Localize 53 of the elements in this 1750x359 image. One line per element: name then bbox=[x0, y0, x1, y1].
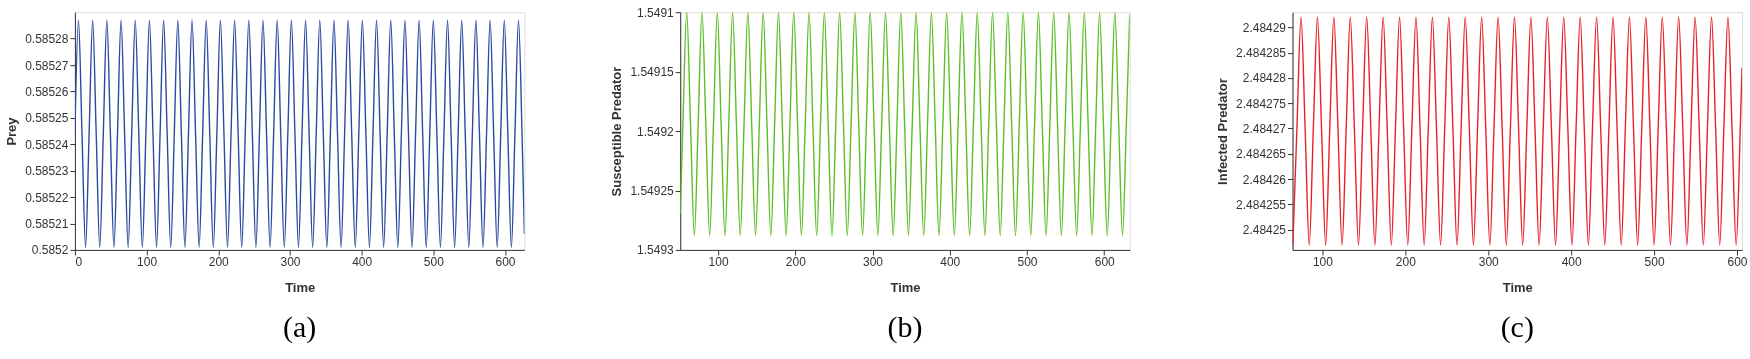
x-tick-label: 500 bbox=[1644, 255, 1665, 270]
y-tick-label: 0.58521 bbox=[25, 216, 69, 231]
y-axis-title: Infected Predator bbox=[1215, 78, 1231, 185]
x-tick-label: 200 bbox=[785, 255, 807, 270]
x-tick-label: 200 bbox=[208, 255, 230, 270]
x-tick-label: 100 bbox=[137, 255, 158, 270]
y-tick-label: 1.5492 bbox=[637, 124, 675, 139]
x-axis-title: Time bbox=[1502, 280, 1533, 296]
y-axis-title: Prey bbox=[4, 116, 20, 146]
x-tick-label: 600 bbox=[1727, 255, 1748, 270]
y-tick-label: 0.58525 bbox=[25, 111, 69, 126]
x-tick-label: 100 bbox=[708, 255, 729, 270]
text: (b) bbox=[887, 309, 923, 344]
y-tick-label: 1.54915 bbox=[630, 65, 675, 80]
x-tick-label: 200 bbox=[1395, 255, 1417, 270]
x-tick-label: 400 bbox=[1561, 255, 1582, 270]
x-tick-label: 600 bbox=[495, 255, 516, 270]
y-tick-label: 0.5852 bbox=[31, 243, 69, 258]
y-tick-label: 2.48426 bbox=[1242, 172, 1287, 187]
y-tick-label: 2.484265 bbox=[1236, 147, 1287, 162]
x-tick-label: 600 bbox=[1094, 255, 1116, 270]
x-tick-label: 400 bbox=[352, 255, 373, 270]
y-axis-title: Susceptible Predator bbox=[609, 66, 625, 197]
y-tick-label: 2.484285 bbox=[1236, 46, 1287, 61]
y-tick-label: 2.48427 bbox=[1242, 122, 1287, 137]
y-tick-label: 0.58526 bbox=[25, 84, 69, 99]
y-tick-label: 2.484275 bbox=[1236, 96, 1287, 111]
text: (c) bbox=[1500, 309, 1534, 344]
y-tick-label: 1.54925 bbox=[630, 183, 675, 198]
line-series bbox=[680, 12, 1130, 237]
y-tick-label: 0.58522 bbox=[25, 190, 69, 205]
y-tick-label: 1.5491 bbox=[637, 5, 675, 20]
y-tick-label: 0.58528 bbox=[25, 32, 69, 47]
x-tick-label: 400 bbox=[940, 255, 961, 270]
y-tick-label: 2.48429 bbox=[1242, 20, 1287, 35]
x-tick-label: 300 bbox=[863, 255, 884, 270]
y-tick-label: 0.58524 bbox=[25, 137, 69, 152]
x-tick-label: 100 bbox=[1312, 255, 1334, 270]
x-tick-label: 500 bbox=[423, 255, 445, 270]
x-tick-label: 0 bbox=[75, 255, 83, 270]
text: (a) bbox=[283, 309, 317, 344]
x-axis-title: Time bbox=[890, 280, 921, 296]
line-series bbox=[1292, 16, 1743, 246]
y-tick-label: 2.48425 bbox=[1242, 223, 1287, 238]
y-tick-label: 0.58523 bbox=[25, 164, 69, 179]
x-tick-label: 500 bbox=[1017, 255, 1038, 270]
y-tick-label: 1.5493 bbox=[637, 243, 675, 258]
y-tick-label: 2.484255 bbox=[1236, 197, 1287, 212]
x-tick-label: 300 bbox=[280, 255, 301, 270]
x-axis-title: Time bbox=[285, 280, 316, 296]
y-tick-label: 2.48428 bbox=[1242, 71, 1287, 86]
x-tick-label: 300 bbox=[1478, 255, 1500, 270]
y-tick-label: 0.58527 bbox=[25, 58, 69, 73]
